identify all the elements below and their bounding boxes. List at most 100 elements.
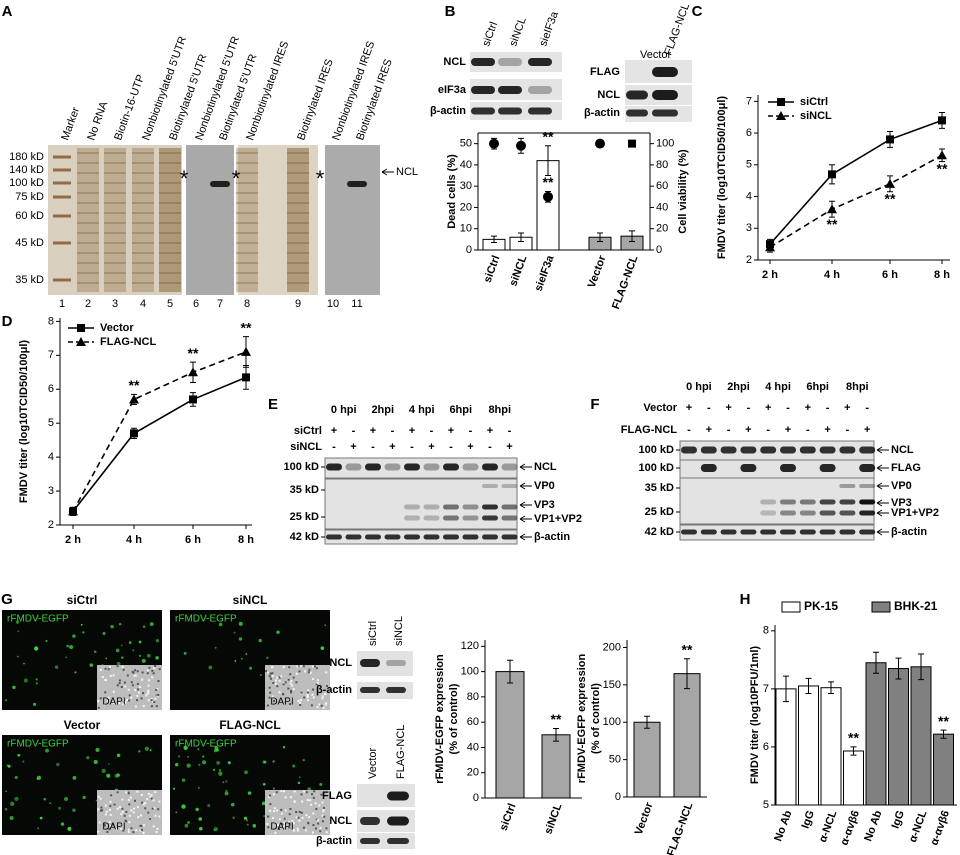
dapi-texture — [136, 790, 139, 793]
dapi-texture — [105, 810, 108, 813]
dapi-texture — [305, 791, 308, 794]
y2-tick-label: 60 — [656, 180, 668, 192]
cell-signal — [245, 653, 248, 655]
cell-signal — [95, 747, 100, 752]
marker-band — [53, 195, 71, 199]
gel-stripe — [104, 152, 126, 154]
lane-number: 2 — [85, 298, 91, 310]
dapi-texture — [151, 676, 154, 679]
dapi-texture — [142, 705, 145, 708]
dapi-texture — [290, 680, 293, 683]
significance: ** — [241, 319, 252, 335]
label: 42 kD — [645, 526, 674, 538]
dapi-texture — [158, 800, 161, 803]
dapi-texture — [112, 701, 115, 704]
cell-signal — [9, 816, 14, 821]
dapi-texture — [128, 699, 131, 702]
dapi-texture — [298, 670, 301, 673]
cell-signal — [244, 770, 248, 775]
band — [384, 534, 401, 540]
legend-label: Vector — [100, 322, 134, 334]
label: - — [371, 441, 375, 453]
dapi-texture — [292, 822, 295, 825]
cell-signal — [93, 760, 98, 765]
label: NCL — [329, 815, 352, 827]
image-title: siCtrl — [67, 593, 98, 607]
x-tick-label: 4 h — [126, 534, 142, 546]
gel-stripe — [132, 172, 154, 174]
panel-letter: G — [1, 591, 13, 608]
dapi-texture — [303, 696, 306, 699]
y-tick-label: 4 — [746, 190, 752, 202]
dapi-texture — [288, 813, 291, 816]
y-tick-label: 8 — [763, 625, 769, 637]
dapi-texture — [110, 794, 113, 797]
band — [462, 504, 479, 510]
dapi-texture — [269, 803, 272, 806]
dapi-texture — [296, 827, 299, 830]
dapi-inset — [265, 790, 330, 835]
marker — [188, 367, 198, 377]
cell-signal — [138, 750, 141, 753]
dapi-texture — [136, 694, 139, 697]
dapi-texture — [139, 685, 142, 688]
band — [700, 529, 717, 535]
panel-letter: D — [2, 313, 13, 330]
y-axis-label: Dead cells (%) — [446, 154, 458, 229]
cell-signal — [225, 780, 228, 783]
dapi-texture — [311, 831, 314, 834]
gel-stripe — [132, 192, 154, 194]
dapi-texture — [104, 813, 107, 816]
label: + — [765, 402, 771, 414]
cell-signal — [181, 804, 186, 809]
dapi-texture — [133, 674, 136, 677]
dapi-texture — [142, 824, 145, 827]
cell-signal — [198, 826, 203, 831]
cell-signal — [17, 630, 20, 633]
gel-stripe — [104, 232, 126, 234]
band — [404, 463, 420, 471]
dapi-texture — [150, 699, 153, 702]
arrow — [876, 509, 889, 517]
dapi-texture — [300, 811, 303, 814]
band — [423, 504, 440, 510]
dapi-texture — [146, 798, 149, 801]
y-tick-label: 7 — [746, 95, 752, 107]
cell-signal — [67, 826, 72, 831]
gel-stripe — [132, 252, 154, 254]
cell-signal — [15, 620, 20, 624]
gel-stripe — [159, 272, 181, 274]
gel-stripe — [104, 162, 126, 164]
label: Vector — [640, 49, 672, 61]
cell-signal — [138, 640, 142, 644]
error-bar — [940, 729, 947, 739]
marker — [129, 394, 139, 404]
cell-signal — [142, 625, 146, 628]
cell-signal — [232, 816, 235, 819]
gel-stripe — [104, 192, 126, 194]
cell-signal — [58, 806, 62, 810]
dapi-texture — [121, 807, 124, 810]
band — [720, 529, 737, 535]
panel-letter: H — [740, 591, 751, 608]
label: 100 kD — [639, 444, 675, 456]
marker-band — [53, 241, 71, 245]
lane-number: 10 — [327, 298, 339, 310]
dapi-texture — [322, 810, 325, 813]
dapi-texture — [318, 703, 321, 706]
label: siNCL — [393, 616, 405, 646]
band — [652, 67, 678, 77]
bar — [910, 666, 932, 806]
dapi-texture — [128, 694, 131, 697]
band — [740, 464, 757, 472]
dapi-texture — [147, 699, 150, 702]
band — [859, 484, 876, 488]
bar — [775, 688, 797, 806]
dapi-texture — [150, 794, 153, 797]
label: + — [506, 441, 512, 453]
label: + — [448, 425, 454, 437]
band — [799, 499, 816, 505]
band — [799, 446, 816, 454]
error-bar — [850, 746, 857, 756]
dapi-texture — [101, 809, 104, 812]
